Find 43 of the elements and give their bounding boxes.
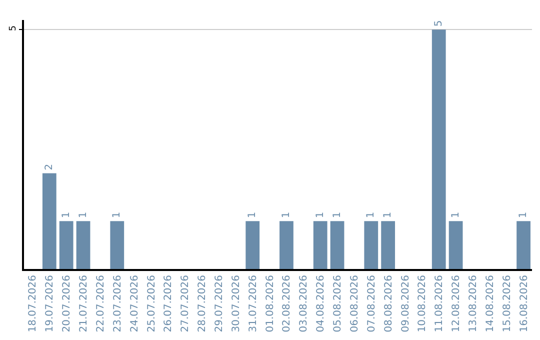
data-label: 1 [78, 212, 89, 218]
x-tick-label: 30.07.2026 [230, 275, 242, 332]
x-tick-label: 19.07.2026 [44, 275, 56, 332]
x-tick-label: 28.07.2026 [197, 275, 208, 332]
data-label: 5 [433, 20, 444, 27]
x-tick-label: 06.08.2026 [349, 275, 360, 332]
x-tick-label: 08.08.2026 [383, 275, 394, 332]
x-tick-label: 02.08.2026 [282, 275, 293, 332]
data-label: 1 [450, 212, 462, 218]
x-tick-label: 05.08.2026 [332, 275, 344, 332]
data-label: 1 [366, 212, 377, 218]
data-label: 1 [247, 212, 258, 218]
x-tick-label: 24.07.2026 [129, 275, 140, 332]
x-tick-label: 20.07.2026 [62, 275, 73, 332]
data-label: 1 [332, 212, 343, 218]
x-tick-label: 11.08.2026 [434, 275, 446, 332]
x-tick-label: 15.08.2026 [502, 275, 513, 332]
x-tick-label: 18.07.2026 [28, 275, 39, 332]
x-tick-label: 12.08.2026 [451, 275, 462, 332]
x-tick-label: 16.08.2026 [518, 275, 530, 332]
x-tick-label: 22.07.2026 [95, 275, 106, 332]
x-tick-label: 27.07.2026 [180, 275, 192, 332]
x-tick-label: 09.08.2026 [400, 275, 412, 332]
x-tick-label: 07.08.2026 [366, 275, 378, 332]
x-tick-label: 26.07.2026 [163, 275, 174, 332]
x-tick-label: 04.08.2026 [316, 275, 327, 332]
x-tick-label: 13.08.2026 [468, 275, 479, 332]
data-label: 2 [44, 164, 55, 170]
data-label: 1 [314, 212, 326, 218]
x-tick-label: 10.08.2026 [417, 275, 428, 332]
x-tick-label: 23.07.2026 [112, 275, 124, 332]
data-label: 1 [280, 212, 292, 218]
data-label: 1 [518, 212, 530, 218]
x-tick-label: 01.08.2026 [264, 275, 276, 332]
data-label: 1 [60, 212, 72, 218]
data-label: 1 [382, 212, 394, 218]
x-tick-label: 31.07.2026 [248, 275, 259, 332]
x-tick-label: 29.07.2026 [214, 275, 225, 332]
x-tick-label: 14.08.2026 [484, 275, 496, 332]
data-label: 1 [112, 212, 123, 218]
x-tick-label: 03.08.2026 [298, 275, 310, 332]
x-tick-label: 21.07.2026 [78, 275, 90, 332]
x-tick-label: 25.07.2026 [146, 275, 158, 332]
